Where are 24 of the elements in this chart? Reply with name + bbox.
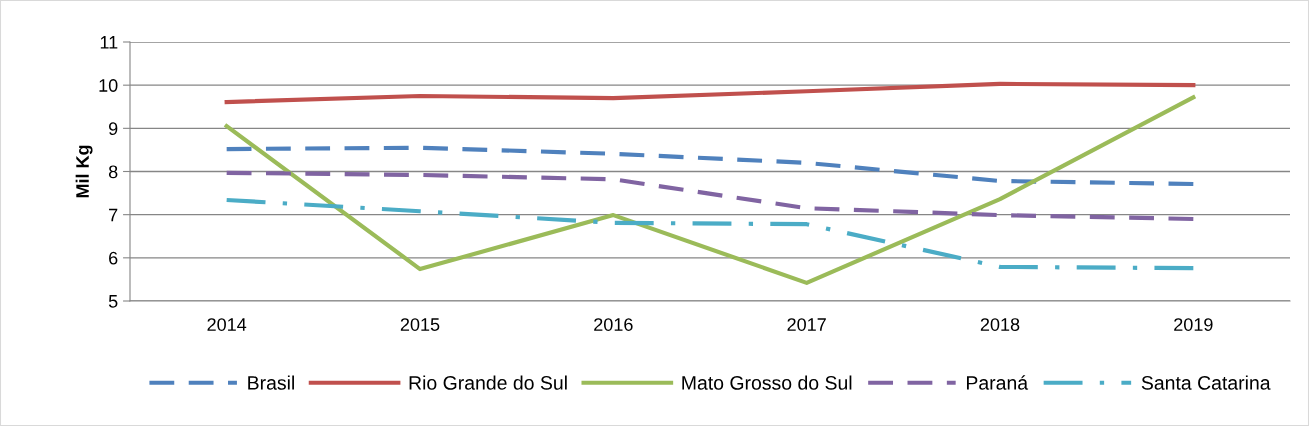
y-tick-label: 7 bbox=[109, 208, 118, 222]
x-tick-label: 2018 bbox=[980, 318, 1020, 331]
y-tick-label: 6 bbox=[109, 251, 118, 265]
line-series bbox=[224, 197, 1196, 271]
x-tick-label: 2014 bbox=[207, 318, 247, 331]
line-series bbox=[224, 81, 1196, 105]
x-tick-label: 2017 bbox=[787, 318, 826, 331]
y-tick-label: 9 bbox=[109, 122, 118, 136]
line-series bbox=[224, 170, 1196, 222]
y-axis-title: Mil Kg bbox=[75, 145, 93, 198]
x-tick-label: 2015 bbox=[400, 318, 440, 331]
legend-label: Brasil bbox=[248, 375, 294, 390]
legend-label: Mato Grosso do Sul bbox=[682, 375, 852, 390]
line-series bbox=[224, 145, 1196, 187]
legend-label: Rio Grande do Sul bbox=[409, 375, 567, 390]
x-tick-label: 2016 bbox=[594, 318, 633, 331]
y-tick-label: 5 bbox=[108, 295, 118, 308]
x-tick-label: 2019 bbox=[1174, 318, 1213, 331]
y-tick-label: 11 bbox=[100, 36, 118, 49]
y-tick-label: 8 bbox=[108, 165, 118, 179]
legend-label: Santa Catarina bbox=[1141, 375, 1271, 390]
legend-label: Paraná bbox=[966, 375, 1029, 390]
line-series bbox=[224, 95, 1196, 285]
y-tick-label: 10 bbox=[99, 79, 118, 92]
